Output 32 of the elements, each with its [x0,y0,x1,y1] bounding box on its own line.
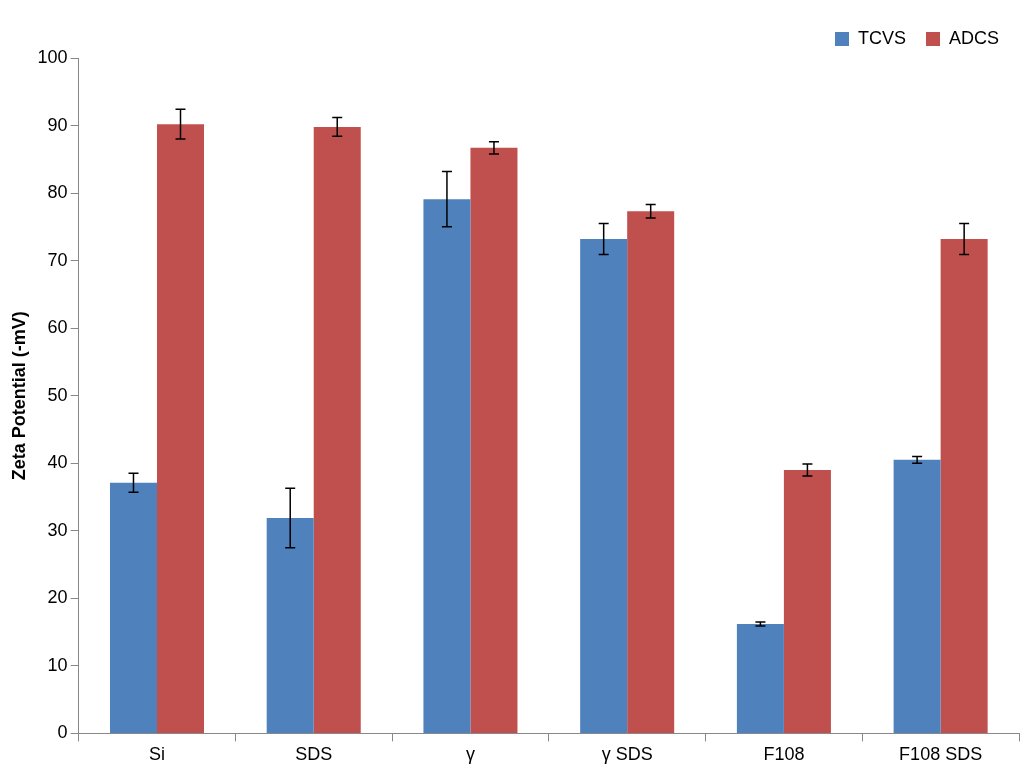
y-tick-label: 60 [47,317,68,338]
legend-label: ADCS [948,27,1000,48]
y-tick-label: 30 [47,519,68,540]
x-tick-label: Si [148,744,165,765]
x-tick-label: F108 [763,744,805,765]
bar [893,459,941,733]
bar [423,199,471,733]
y-tick-label: 20 [47,587,68,608]
bar [157,124,205,733]
y-tick-label: 100 [37,46,68,67]
bar [470,147,518,733]
y-tick-label: 70 [47,249,68,270]
bar [313,126,361,733]
bar [783,469,831,733]
bar [580,239,628,733]
bar [940,239,988,733]
x-tick-label: γ SDS [601,744,653,765]
bar [627,211,675,733]
y-tick-label: 90 [47,114,68,135]
y-tick-label: 10 [47,654,68,675]
x-tick-label: F108 SDS [899,744,983,765]
y-tick-label: 40 [47,452,68,473]
bar [266,517,314,733]
y-tick-label: 50 [47,384,68,405]
bar [736,623,784,733]
y-tick-label: 0 [57,722,68,743]
legend-label: TCVS [857,27,906,48]
x-tick-label: γ [465,744,475,765]
y-tick-label: 80 [47,182,68,203]
bar [109,482,157,733]
y-axis-title: Zeta Potential (-mV) [8,311,29,481]
x-tick-label: SDS [295,744,333,765]
